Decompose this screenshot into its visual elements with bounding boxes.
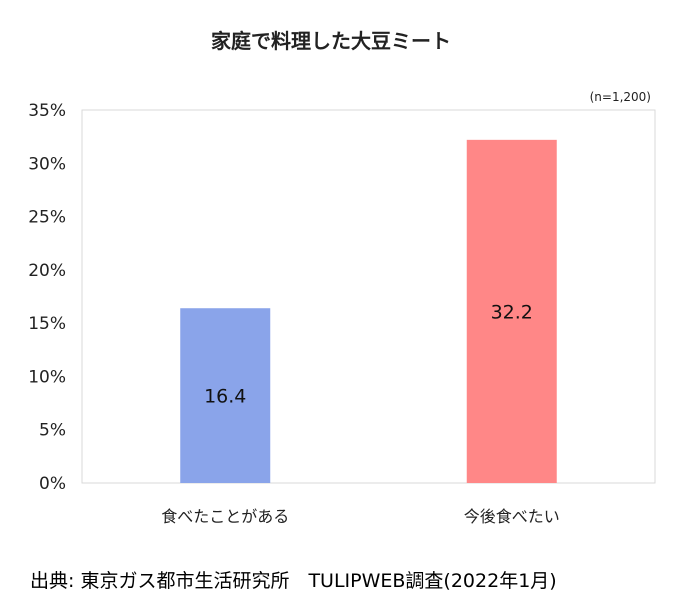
chart-title: 家庭で料理した大豆ミート [211, 29, 451, 53]
y-tick-label: 15% [28, 314, 66, 334]
category-label: 食べたことがある [161, 507, 289, 526]
bar [180, 308, 271, 483]
y-tick-label: 5% [39, 421, 66, 441]
y-tick-label: 20% [28, 261, 66, 281]
y-tick-label: 25% [28, 208, 66, 228]
category-label: 今後食べたい [464, 507, 560, 526]
sample-size-note: (n=1,200) [590, 90, 651, 104]
data-label: 32.2 [491, 301, 533, 323]
bar [466, 139, 557, 483]
data-label: 16.4 [204, 386, 246, 408]
source-note: 出典: 東京ガス都市生活研究所 TULIPWEB調査(2022年1月) [30, 570, 557, 592]
y-tick-label: 0% [39, 474, 66, 494]
plot-area [81, 109, 656, 484]
bar-chart: 家庭で料理した大豆ミート (n=1,200) 0% 5% 10% 15% 20% 25% 3… [28, 29, 656, 526]
y-tick-label: 30% [28, 154, 66, 174]
y-tick-label: 35% [28, 101, 66, 121]
y-tick-label: 10% [28, 367, 66, 387]
